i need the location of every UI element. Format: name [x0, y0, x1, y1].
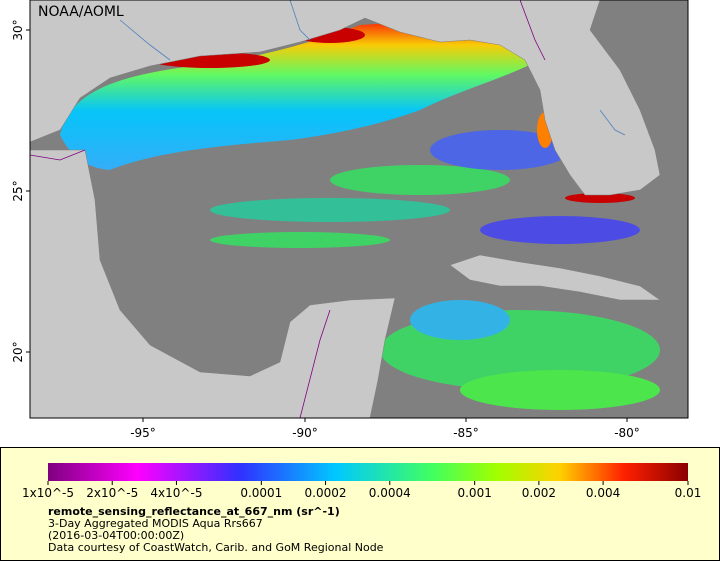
time: (2016-03-04T00:00:00Z): [48, 529, 184, 542]
longitude-label: -80°: [614, 426, 640, 440]
colorbar-tick-label: 0.002: [522, 486, 556, 500]
watermark: NOAA/AOML: [38, 4, 124, 20]
latitude-label: 25°: [11, 180, 25, 201]
colorbar-tick-label: 1x10^-5: [22, 486, 74, 500]
map-area: NOAA/AOML: [30, 0, 688, 418]
colorbar-tick-label: 2x10^-5: [86, 486, 138, 500]
description: 3-Day Aggregated MODIS Aqua Rrs667: [48, 517, 263, 530]
colorbar-tick-label: 0.0001: [240, 486, 282, 500]
longitude-label: -90°: [292, 426, 318, 440]
map-border: [29, 0, 689, 419]
land: [30, 0, 661, 418]
latitude-label: 20°: [11, 341, 25, 362]
credit: Data courtesy of CoastWatch, Carib. and …: [48, 541, 384, 554]
variable-name: remote_sensing_reflectance_at_667_nm (sr…: [48, 505, 340, 518]
reflectance-patches: [210, 130, 660, 410]
colorbar: [48, 463, 688, 481]
colorbar-ticks: 1x10^-5 2x10^-5 4x10^-5 0.0001 0.0002 0.0004 0…: [22, 481, 701, 500]
longitude-label: -85°: [453, 426, 479, 440]
colorbar-tick-label: 0.0002: [305, 486, 347, 500]
colorbar-tick-label: 0.0004: [369, 486, 411, 500]
colorbar-tick-label: 0.004: [586, 486, 620, 500]
colorbar-tick-label: 0.01: [675, 486, 702, 500]
borders: [30, 0, 626, 418]
colorbar-tick-label: 0.001: [457, 486, 491, 500]
colorbar-tick-label: 4x10^-5: [150, 486, 202, 500]
longitude-label: -95°: [130, 426, 156, 440]
shelf-reflectance: [60, 22, 540, 171]
latitude-label: 30°: [11, 19, 25, 40]
